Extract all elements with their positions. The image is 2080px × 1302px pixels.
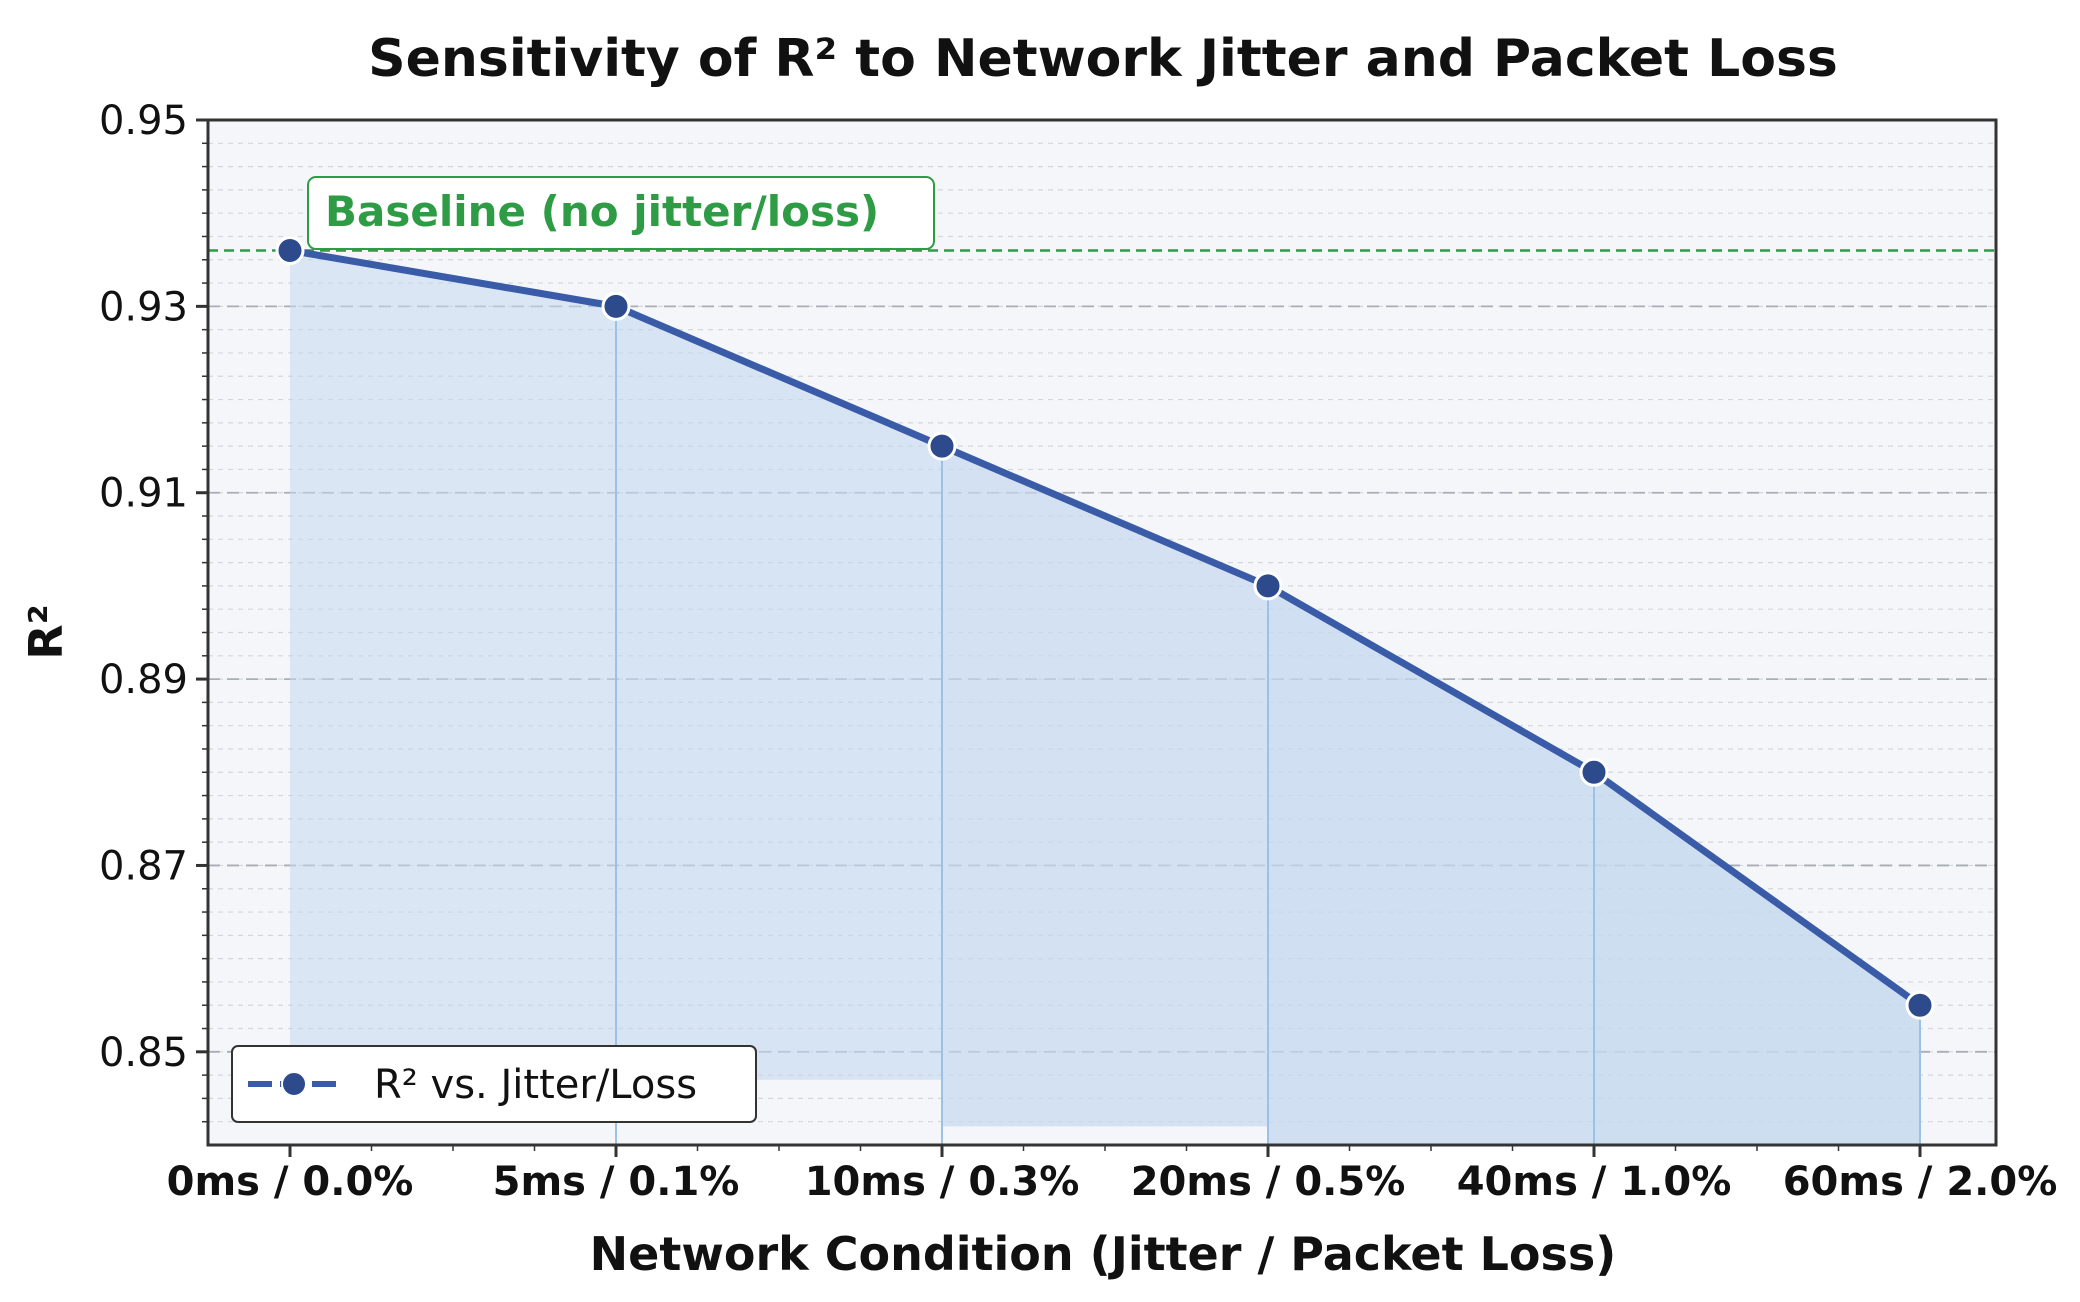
area-fill	[290, 250, 1920, 1145]
data-point	[1253, 571, 1283, 601]
x-axis-label: Network Condition (Jitter / Packet Loss)	[590, 1227, 1617, 1281]
x-tick-label: 20ms / 0.5%	[1131, 1159, 1406, 1205]
y-axis-ticks: 0.85 0.87 0.89 0.91 0.93 0.95	[99, 98, 208, 1123]
area-fill-segment	[1594, 772, 1920, 1145]
area-fill-segment	[616, 306, 942, 1080]
chart-title: Sensitivity of R² to Network Jitter and …	[368, 29, 1838, 89]
area-fill-segment	[942, 446, 1268, 1127]
x-tick-label: 60ms / 2.0%	[1783, 1159, 2058, 1205]
series-markers	[275, 235, 1935, 1020]
x-tick-label: 10ms / 0.3%	[805, 1159, 1080, 1205]
baseline-annotation-box	[307, 176, 935, 250]
series-line	[289, 247, 1923, 1009]
data-point	[275, 235, 305, 265]
legend-label: R² vs. Jitter/Loss	[374, 1062, 697, 1108]
x-tick-label: 40ms / 1.0%	[1457, 1159, 1732, 1205]
y-tick-label: 0.89	[99, 657, 188, 703]
y-tick-label: 0.95	[99, 98, 188, 144]
y-tick-label: 0.91	[99, 471, 188, 517]
x-axis-ticks: 0ms / 0.0% 5ms / 0.1% 10ms / 0.3% 20ms / 0.…	[167, 1145, 2058, 1205]
y-axis-label: R²	[19, 604, 73, 660]
data-point	[601, 291, 631, 321]
y-tick-label: 0.85	[99, 1030, 188, 1076]
legend-marker-swatch	[281, 1071, 307, 1097]
x-tick-label: 5ms / 0.1%	[493, 1159, 740, 1205]
data-point	[927, 431, 957, 461]
baseline-annotation: Baseline (no jitter/loss)	[325, 187, 879, 236]
data-point	[1579, 757, 1609, 787]
y-tick-label: 0.87	[99, 843, 188, 889]
drop-lines	[615, 306, 1921, 1145]
data-point	[1905, 990, 1935, 1020]
legend: R² vs. Jitter/Loss	[231, 1045, 757, 1123]
legend-box	[231, 1045, 757, 1123]
y-tick-label: 0.93	[99, 284, 188, 330]
area-fill-segment	[290, 250, 616, 1052]
x-tick-label: 0ms / 0.0%	[167, 1159, 414, 1205]
